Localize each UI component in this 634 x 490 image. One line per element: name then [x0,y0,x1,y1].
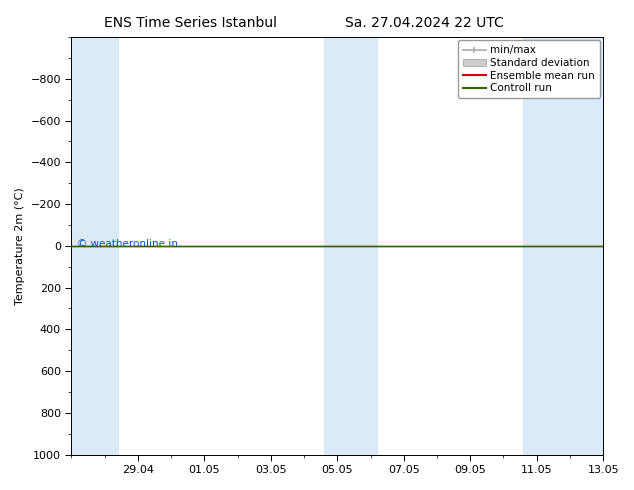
Bar [72,37,118,455]
Bar [524,37,603,455]
Y-axis label: Temperature 2m (°C): Temperature 2m (°C) [15,187,25,305]
Text: © weatheronline.in: © weatheronline.in [77,239,178,249]
Text: Sa. 27.04.2024 22 UTC: Sa. 27.04.2024 22 UTC [346,16,504,30]
Bar [324,37,377,455]
Legend: min/max, Standard deviation, Ensemble mean run, Controll run: min/max, Standard deviation, Ensemble me… [458,40,600,98]
Text: ENS Time Series Istanbul: ENS Time Series Istanbul [104,16,276,30]
